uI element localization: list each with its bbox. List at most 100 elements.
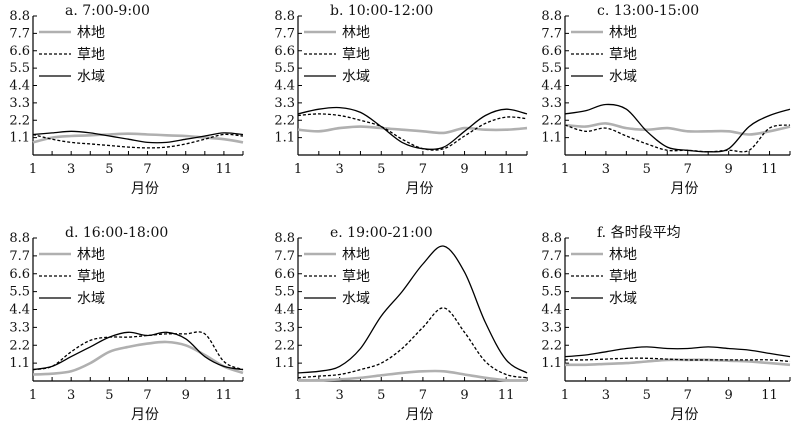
legend-label: 水域 — [609, 69, 637, 85]
y-tick-label: 6.6 — [274, 267, 295, 282]
chart-title: d. 16:00-18:00 — [65, 225, 168, 241]
x-tick-label: 9 — [724, 162, 732, 177]
y-tick-label: 6.6 — [541, 267, 562, 282]
y-tick-label: 1.1 — [9, 356, 30, 371]
x-tick-label: 7 — [143, 388, 151, 403]
x-tick-label: 5 — [643, 162, 651, 177]
legend-label: 水域 — [342, 69, 370, 85]
x-tick-label: 1 — [294, 162, 302, 177]
legend-label: 草地 — [77, 269, 105, 285]
legend-label: 林地 — [77, 247, 105, 263]
x-axis-label: 月份 — [406, 407, 434, 423]
y-tick-label: 7.7 — [9, 249, 30, 264]
chart-panel-6: 1.1 2.2 3.3 4.4 5.5 6.6 7.7 8.8 1 3 5 7 9 11 月份 f. 各时段平… — [541, 225, 791, 423]
y-tick-label: 4.4 — [274, 79, 295, 94]
y-tick-label: 3.3 — [541, 96, 562, 111]
y-tick-label: 1.1 — [274, 356, 295, 371]
y-tick-label: 2.2 — [541, 338, 562, 353]
y-tick-label: 7.7 — [274, 249, 295, 264]
y-tick-label: 6.6 — [9, 267, 30, 282]
series-line-3 — [297, 106, 528, 150]
y-tick-label: 3.3 — [274, 96, 295, 111]
legend-label: 水域 — [342, 291, 370, 307]
x-tick-label: 5 — [643, 388, 651, 403]
y-tick-label: 3.3 — [541, 320, 562, 335]
y-tick-label: 1.1 — [274, 131, 295, 146]
y-tick-label: 1.1 — [541, 356, 562, 371]
series-line-2 — [32, 331, 244, 371]
x-tick-label: 3 — [67, 388, 75, 403]
y-tick-label: 8.8 — [541, 9, 562, 24]
y-tick-label: 8.8 — [274, 9, 295, 24]
legend-label: 草地 — [342, 269, 370, 285]
chart-title: f. 各时段平均 — [597, 225, 681, 241]
series-line-1 — [32, 340, 244, 376]
legend-label: 草地 — [77, 47, 105, 63]
series-line-1 — [564, 358, 791, 367]
y-tick-label: 5.5 — [274, 285, 295, 300]
x-tick-label: 3 — [335, 388, 343, 403]
y-tick-label: 5.5 — [541, 61, 562, 76]
x-tick-label: 3 — [602, 388, 610, 403]
series-line-3 — [564, 103, 791, 153]
x-tick-label: 7 — [419, 388, 427, 403]
x-tick-label: 7 — [419, 162, 427, 177]
series-line-1 — [297, 369, 528, 382]
legend-label: 草地 — [609, 47, 637, 63]
x-tick-label: 11 — [216, 388, 233, 403]
legend-label: 草地 — [342, 47, 370, 63]
chart-title: c. 13:00-15:00 — [597, 3, 699, 19]
series-line-2 — [297, 307, 528, 379]
chart-title: a. 7:00-9:00 — [65, 3, 150, 19]
legend-label: 水域 — [77, 69, 105, 85]
legend-label: 林地 — [342, 25, 370, 41]
x-tick-label: 5 — [377, 162, 385, 177]
y-tick-label: 2.2 — [9, 113, 30, 128]
series-line-2 — [564, 124, 791, 153]
x-tick-label: 11 — [761, 162, 778, 177]
y-tick-label: 1.1 — [541, 131, 562, 146]
y-tick-label: 2.2 — [541, 113, 562, 128]
y-tick-label: 1.1 — [9, 131, 30, 146]
y-tick-label: 7.7 — [274, 26, 295, 41]
series-line-3 — [564, 346, 791, 358]
legend-label: 林地 — [342, 247, 370, 263]
x-axis-label: 月份 — [131, 407, 159, 423]
chart-title: e. 19:00-21:00 — [330, 225, 433, 241]
series-line-2 — [297, 113, 528, 151]
x-tick-label: 11 — [498, 388, 515, 403]
y-tick-label: 7.7 — [541, 249, 562, 264]
series-line-1 — [297, 125, 528, 135]
x-tick-label: 9 — [182, 388, 190, 403]
x-tick-label: 11 — [216, 162, 233, 177]
x-tick-label: 9 — [460, 388, 468, 403]
x-tick-label: 1 — [561, 388, 569, 403]
x-tick-label: 7 — [143, 162, 151, 177]
y-tick-label: 6.6 — [9, 44, 30, 59]
y-tick-label: 4.4 — [541, 303, 562, 318]
series-line-3 — [32, 331, 244, 371]
series-line-2 — [32, 133, 244, 149]
series-line-1 — [32, 132, 244, 144]
x-tick-label: 5 — [377, 388, 385, 403]
legend-label: 林地 — [77, 25, 105, 41]
legend-label: 林地 — [609, 25, 637, 41]
y-tick-label: 5.5 — [541, 285, 562, 300]
x-tick-label: 5 — [105, 162, 113, 177]
y-tick-label: 3.3 — [9, 320, 30, 335]
x-tick-label: 9 — [182, 162, 190, 177]
x-tick-label: 7 — [684, 388, 692, 403]
y-tick-label: 6.6 — [541, 44, 562, 59]
x-axis-label: 月份 — [671, 407, 699, 423]
y-tick-label: 8.8 — [9, 231, 30, 246]
x-axis-label: 月份 — [131, 181, 159, 197]
x-tick-label: 5 — [105, 388, 113, 403]
y-tick-label: 5.5 — [9, 285, 30, 300]
y-tick-label: 5.5 — [9, 61, 30, 76]
x-axis-label: 月份 — [406, 181, 434, 197]
legend-label: 草地 — [609, 269, 637, 285]
y-tick-label: 8.8 — [541, 231, 562, 246]
y-tick-label: 4.4 — [9, 79, 30, 94]
y-tick-label: 7.7 — [541, 26, 562, 41]
